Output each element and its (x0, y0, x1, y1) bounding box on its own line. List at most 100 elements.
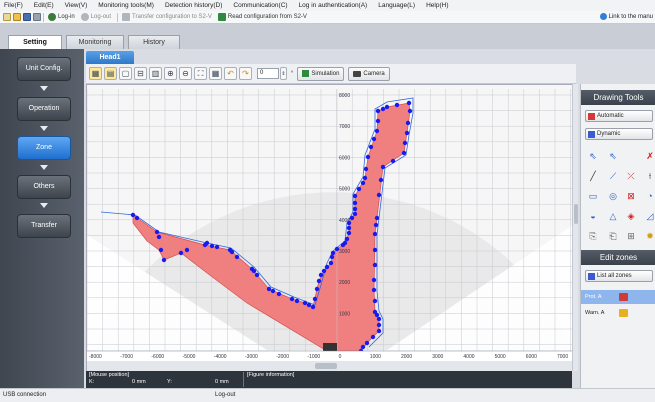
menu-login-authentication[interactable]: Log in authentication(A) (298, 2, 368, 9)
simulation-button[interactable]: Simulation (297, 66, 345, 81)
menu-help[interactable]: Help(H) (426, 2, 449, 9)
zone-vertex[interactable] (349, 215, 355, 221)
delete-tool-icon[interactable]: ✗ (646, 151, 654, 161)
zone-vertex[interactable] (318, 272, 324, 278)
align-icon[interactable]: ⊟ (134, 67, 147, 80)
zone-vertex[interactable] (405, 120, 411, 126)
nav-transfer[interactable]: Transfer (17, 214, 71, 238)
zone-vertex[interactable] (330, 250, 336, 256)
ruler-icon[interactable]: ▥ (149, 67, 162, 80)
menu-detection-history[interactable]: Detection history(D) (164, 2, 223, 9)
zone-vertex[interactable] (158, 247, 164, 253)
zone-vertex[interactable] (374, 128, 380, 134)
zone-vertex[interactable] (373, 222, 379, 228)
warning-zone-outline[interactable] (100, 97, 414, 348)
fan-tool-icon[interactable]: ◒ (590, 211, 596, 221)
zone-item-prot-a[interactable]: Prot. A (581, 290, 655, 304)
zone-vertex[interactable] (344, 236, 350, 242)
zone-vertex[interactable] (130, 212, 136, 218)
nav-others[interactable]: Others (17, 175, 71, 199)
zone-vertex[interactable] (276, 291, 282, 297)
zone-vertex[interactable] (254, 272, 260, 278)
vertical-scrollbar-thumb[interactable] (574, 204, 578, 224)
fit-icon[interactable]: ⛶ (194, 67, 207, 80)
zone-vertex[interactable] (374, 312, 380, 318)
zone-vertex[interactable] (310, 304, 316, 310)
zone-vertex[interactable] (362, 175, 368, 181)
zone-vertex[interactable] (360, 180, 366, 186)
zone-vertex[interactable] (390, 158, 396, 164)
zone-vertex[interactable] (380, 164, 386, 170)
zone-vertex[interactable] (294, 298, 300, 304)
zone-vertex[interactable] (328, 260, 334, 266)
grid-icon[interactable]: ▦ (89, 67, 102, 80)
vertical-scrollbar[interactable] (572, 84, 578, 371)
add-point-tool-icon[interactable]: ⇖ (609, 151, 617, 161)
polygon-tool-icon[interactable]: ◿ (646, 211, 654, 221)
zone-vertex[interactable] (370, 334, 376, 340)
tab-monitoring[interactable]: Monitoring (66, 35, 124, 49)
automatic-button[interactable]: Automatic (585, 110, 653, 122)
zone-vertex[interactable] (375, 118, 381, 124)
circle-tool-icon[interactable]: ◎ (609, 191, 617, 201)
erase-line-tool-icon[interactable]: ⤫ (627, 171, 635, 181)
zone-vertex[interactable] (352, 211, 358, 217)
zone-vertex[interactable] (306, 302, 312, 308)
zone-vertex[interactable] (365, 154, 371, 160)
zone-vertex[interactable] (394, 102, 400, 108)
lightbulb-icon[interactable]: ✹ (646, 231, 654, 241)
zone-vertex[interactable] (407, 108, 413, 114)
zone-vertex[interactable] (314, 286, 320, 292)
zone-vertex[interactable] (374, 215, 380, 221)
zone-vertex[interactable] (401, 150, 407, 156)
zone-vertex[interactable] (372, 262, 378, 268)
tab-setting[interactable]: Setting (8, 35, 62, 49)
rotation-input[interactable]: 0 (257, 68, 279, 79)
zone-drawing-canvas[interactable]: -8000 -7000 -6000 -5000 -4000 -3000 -2000 -1000… (86, 84, 573, 372)
zone-vertex[interactable] (352, 193, 358, 199)
menu-view[interactable]: View(V) (64, 2, 88, 9)
zone-item-warn-a[interactable]: Warn. A (581, 306, 655, 320)
zone-vertex[interactable] (154, 229, 160, 235)
zone-vertex[interactable] (384, 104, 390, 110)
zone-vertex[interactable] (372, 231, 378, 237)
zoom-out-icon[interactable]: ⊖ (179, 67, 192, 80)
zone-vertex[interactable] (178, 250, 184, 256)
zone-vertex[interactable] (356, 186, 362, 192)
zone-vertex[interactable] (329, 254, 335, 260)
zone-vertex[interactable] (376, 328, 382, 334)
login-button[interactable]: Log-in (58, 14, 75, 20)
zone-vertex[interactable] (266, 286, 272, 292)
select-tool-icon[interactable]: ⇖ (589, 151, 597, 161)
zone-vertex[interactable] (364, 340, 370, 346)
zone-vertex[interactable] (404, 130, 410, 136)
zone-vertex[interactable] (363, 166, 369, 172)
zone-vertex[interactable] (371, 136, 377, 142)
measure-icon[interactable]: ▦ (209, 67, 222, 80)
frame-icon[interactable]: ▢ (119, 67, 132, 80)
zone-vertex[interactable] (376, 316, 382, 322)
zone-vertex[interactable] (352, 206, 358, 212)
transfer-config-button[interactable]: Transfer configuration to S2-V (132, 14, 212, 20)
zone-vertex[interactable] (372, 298, 378, 304)
zone-vertex[interactable] (214, 244, 220, 250)
zone-vertex[interactable] (376, 322, 382, 328)
zone-vertex[interactable] (229, 249, 235, 255)
zone-vertex[interactable] (184, 247, 190, 253)
menu-communication[interactable]: Communication(C) (233, 2, 288, 9)
save-icon[interactable] (23, 13, 31, 21)
camera-button[interactable]: Camera (348, 66, 390, 81)
tab-history[interactable]: History (128, 35, 180, 49)
new-file-icon[interactable] (3, 13, 11, 21)
copy-tool-icon[interactable]: ⎘ (589, 231, 597, 241)
zone-vertex[interactable] (376, 192, 382, 198)
measure-tool-icon[interactable]: ⟊ (648, 171, 652, 181)
zone-vertex[interactable] (371, 277, 377, 283)
nav-unit-config[interactable]: Unit Config. (17, 57, 71, 81)
zone-vertex[interactable] (302, 300, 308, 306)
list-all-zones-button[interactable]: List all zones (585, 270, 653, 282)
zone-vertex[interactable] (406, 100, 412, 106)
zone-vertex[interactable] (324, 264, 330, 270)
zone-vertex[interactable] (289, 296, 295, 302)
nav-operation[interactable]: Operation (17, 97, 71, 121)
